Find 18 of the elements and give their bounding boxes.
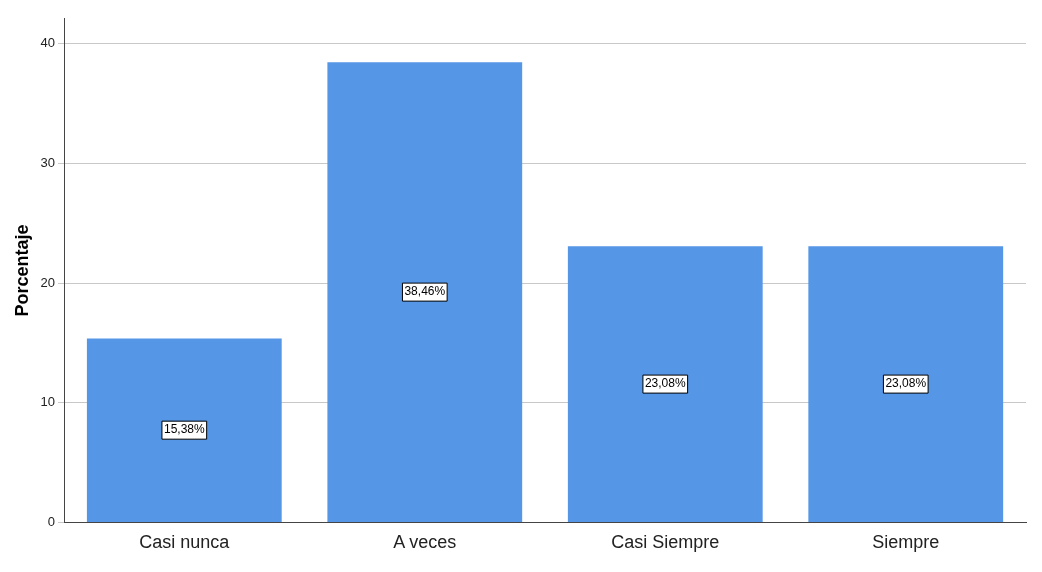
x-tick-label: Casi nunca [139, 532, 231, 553]
x-tick-label: A veces [393, 532, 457, 553]
y-tick-label: 10 [40, 394, 56, 410]
data-label: 23,08% [644, 376, 686, 391]
y-tick-label: 20 [40, 274, 56, 290]
y-tick-label: 40 [40, 35, 56, 51]
data-label: 15,38% [163, 422, 205, 437]
bar [567, 246, 763, 522]
y-axis-title: Porcentaje [11, 224, 32, 317]
x-tick-label: Casi Siempre [611, 532, 720, 553]
data-label: 23,08% [885, 376, 927, 391]
y-tick-label: 30 [40, 155, 56, 171]
bar [327, 62, 523, 522]
bar [808, 246, 1004, 522]
bar [86, 338, 282, 522]
x-tick-label: Siempre [872, 532, 940, 553]
y-tick-label: 0 [47, 513, 56, 529]
data-label: 38,46% [404, 284, 446, 299]
